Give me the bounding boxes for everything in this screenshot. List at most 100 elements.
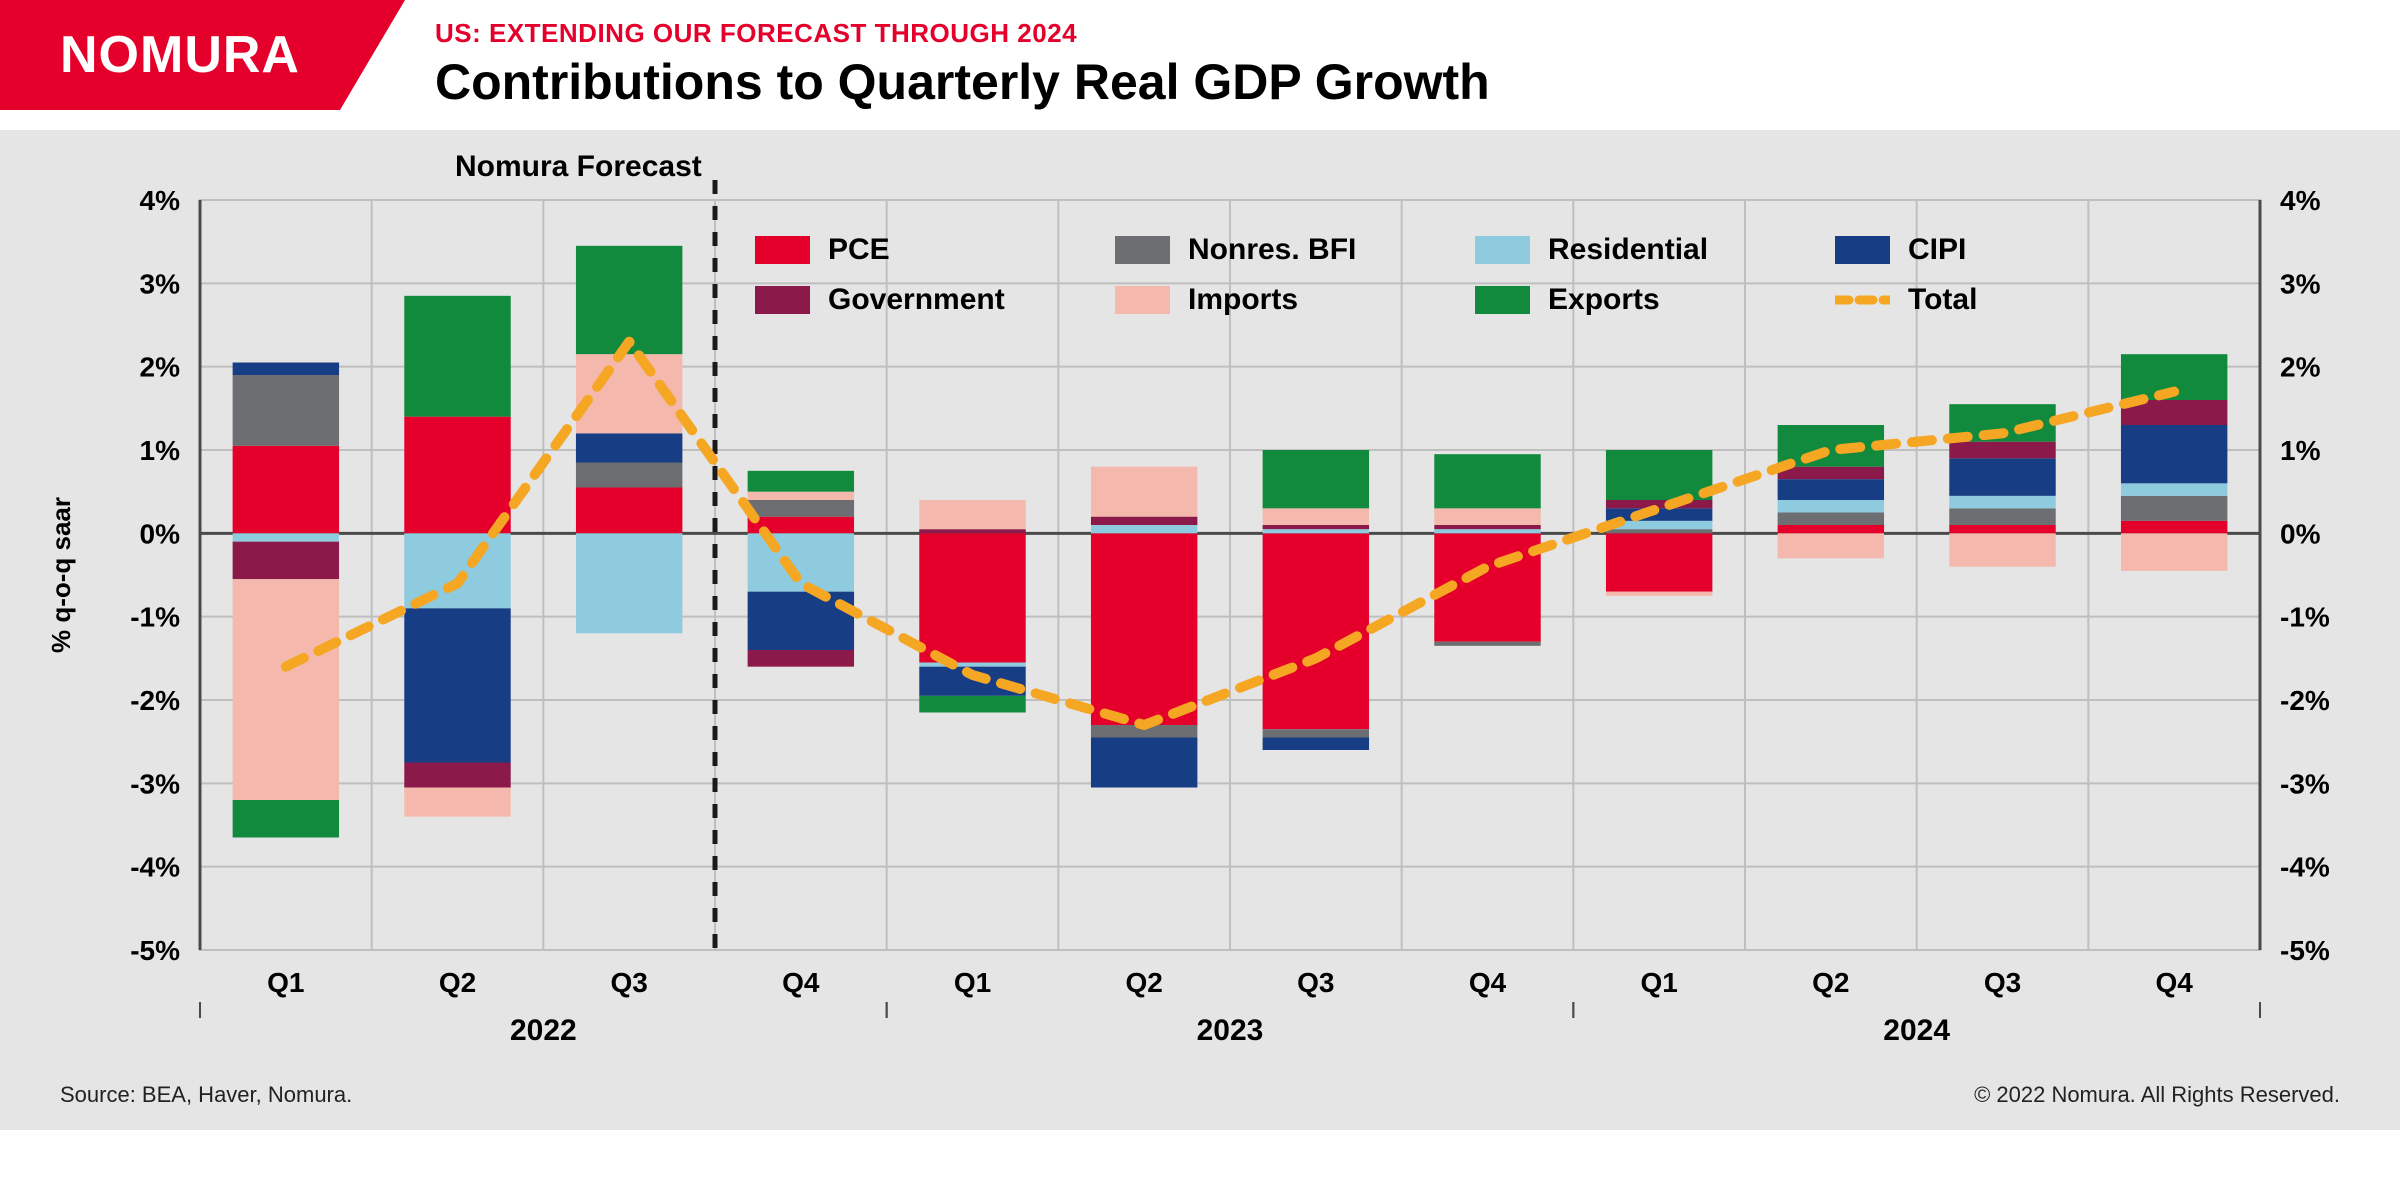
bar-segment — [1778, 525, 1884, 533]
bar-segment — [404, 763, 510, 788]
svg-text:-5%: -5% — [2280, 935, 2330, 966]
bar-segment — [404, 417, 510, 534]
svg-text:1%: 1% — [2280, 435, 2321, 466]
svg-text:Q4: Q4 — [2155, 967, 2193, 998]
bar-segment — [748, 650, 854, 667]
legend-swatch — [755, 236, 810, 264]
bar-segment — [1949, 533, 2055, 566]
bar-segment — [1434, 642, 1540, 646]
bar-segment — [1949, 458, 2055, 496]
svg-text:Q4: Q4 — [1469, 967, 1507, 998]
bar-segment — [748, 492, 854, 500]
bar-segment — [1263, 508, 1369, 525]
bar-segment — [1263, 533, 1369, 729]
legend-label: CIPI — [1908, 233, 1966, 267]
footer-copyright: © 2022 Nomura. All Rights Reserved. — [1974, 1082, 2340, 1108]
svg-text:% q-o-q saar: % q-o-q saar — [46, 497, 76, 653]
bar-segment — [919, 696, 1025, 713]
svg-text:0%: 0% — [140, 518, 181, 549]
bar-segment — [1778, 533, 1884, 558]
svg-text:Q2: Q2 — [1125, 967, 1162, 998]
bar-segment — [404, 788, 510, 817]
bar-segment — [748, 500, 854, 517]
bar-segment — [1263, 525, 1369, 529]
bar-segment — [748, 471, 854, 492]
bar-segment — [1778, 500, 1884, 513]
bar-segment — [1263, 738, 1369, 751]
svg-text:Q3: Q3 — [610, 967, 647, 998]
bar-segment — [1606, 592, 1712, 596]
bar-segment — [1949, 442, 2055, 459]
svg-text:-5%: -5% — [130, 935, 180, 966]
bar-segment — [233, 533, 339, 541]
bar-segment — [1606, 500, 1712, 508]
bar-segment — [2121, 425, 2227, 483]
bar-segment — [1778, 513, 1884, 526]
bar-segment — [233, 579, 339, 800]
svg-text:-1%: -1% — [2280, 602, 2330, 633]
svg-text:-1%: -1% — [130, 602, 180, 633]
legend-swatch — [1475, 286, 1530, 314]
legend-item: CIPI — [1835, 225, 2195, 275]
svg-text:Q1: Q1 — [954, 967, 991, 998]
svg-text:-3%: -3% — [130, 768, 180, 799]
svg-text:Q1: Q1 — [1640, 967, 1677, 998]
svg-text:2023: 2023 — [1197, 1014, 1264, 1047]
bar-segment — [919, 500, 1025, 529]
legend-label: Total — [1908, 283, 1977, 317]
bar-segment — [233, 363, 339, 376]
svg-text:2024: 2024 — [1883, 1014, 1950, 1047]
legend-label: Imports — [1188, 283, 1298, 317]
footer-source: Source: BEA, Haver, Nomura. — [60, 1082, 352, 1108]
bar-segment — [576, 433, 682, 462]
legend-item: Government — [755, 275, 1115, 325]
svg-text:3%: 3% — [2280, 268, 2321, 299]
svg-text:3%: 3% — [140, 268, 181, 299]
footer: Source: BEA, Haver, Nomura. © 2022 Nomur… — [0, 1060, 2400, 1130]
bar-segment — [404, 608, 510, 762]
legend-label: Government — [828, 283, 1005, 317]
svg-text:2022: 2022 — [510, 1014, 577, 1047]
bar-segment — [404, 296, 510, 417]
svg-text:-3%: -3% — [2280, 768, 2330, 799]
legend-swatch — [1835, 236, 1890, 264]
bar-segment — [1091, 738, 1197, 788]
bar-segment — [1606, 529, 1712, 533]
legend-item: Exports — [1475, 275, 1835, 325]
legend-item: Total — [1835, 275, 2195, 325]
svg-text:2%: 2% — [2280, 352, 2321, 383]
legend-item: PCE — [755, 225, 1115, 275]
chart-area: -5%-5%-4%-4%-3%-3%-2%-2%-1%-1%0%0%1%1%2%… — [0, 130, 2400, 1130]
bar-segment — [233, 446, 339, 534]
bar-segment — [1778, 467, 1884, 480]
svg-text:-2%: -2% — [2280, 685, 2330, 716]
brand-logo: NOMURA — [0, 0, 405, 110]
bar-segment — [576, 533, 682, 633]
legend-swatch — [1115, 286, 1170, 314]
svg-text:Q2: Q2 — [439, 967, 476, 998]
bar-segment — [748, 533, 854, 591]
legend-swatch — [755, 286, 810, 314]
bar-segment — [1778, 479, 1884, 500]
bar-segment — [919, 529, 1025, 533]
svg-text:-4%: -4% — [2280, 852, 2330, 883]
bar-segment — [1263, 529, 1369, 533]
svg-text:Q1: Q1 — [267, 967, 304, 998]
chart-subtitle: US: EXTENDING OUR FORECAST THROUGH 2024 — [435, 18, 1490, 49]
svg-text:4%: 4% — [140, 185, 181, 216]
chart-title: Contributions to Quarterly Real GDP Grow… — [435, 53, 1490, 111]
svg-text:Q4: Q4 — [782, 967, 820, 998]
bar-segment — [2121, 533, 2227, 571]
header: NOMURA US: EXTENDING OUR FORECAST THROUG… — [0, 0, 2400, 130]
legend-item: Residential — [1475, 225, 1835, 275]
svg-text:2%: 2% — [140, 352, 181, 383]
legend-line-swatch — [1835, 286, 1890, 314]
bar-segment — [1263, 450, 1369, 508]
brand-logo-accent — [340, 0, 405, 110]
bar-segment — [1606, 450, 1712, 500]
svg-text:-4%: -4% — [130, 852, 180, 883]
svg-text:-2%: -2% — [130, 685, 180, 716]
bar-segment — [1949, 525, 2055, 533]
bar-segment — [576, 463, 682, 488]
bar-segment — [2121, 483, 2227, 496]
